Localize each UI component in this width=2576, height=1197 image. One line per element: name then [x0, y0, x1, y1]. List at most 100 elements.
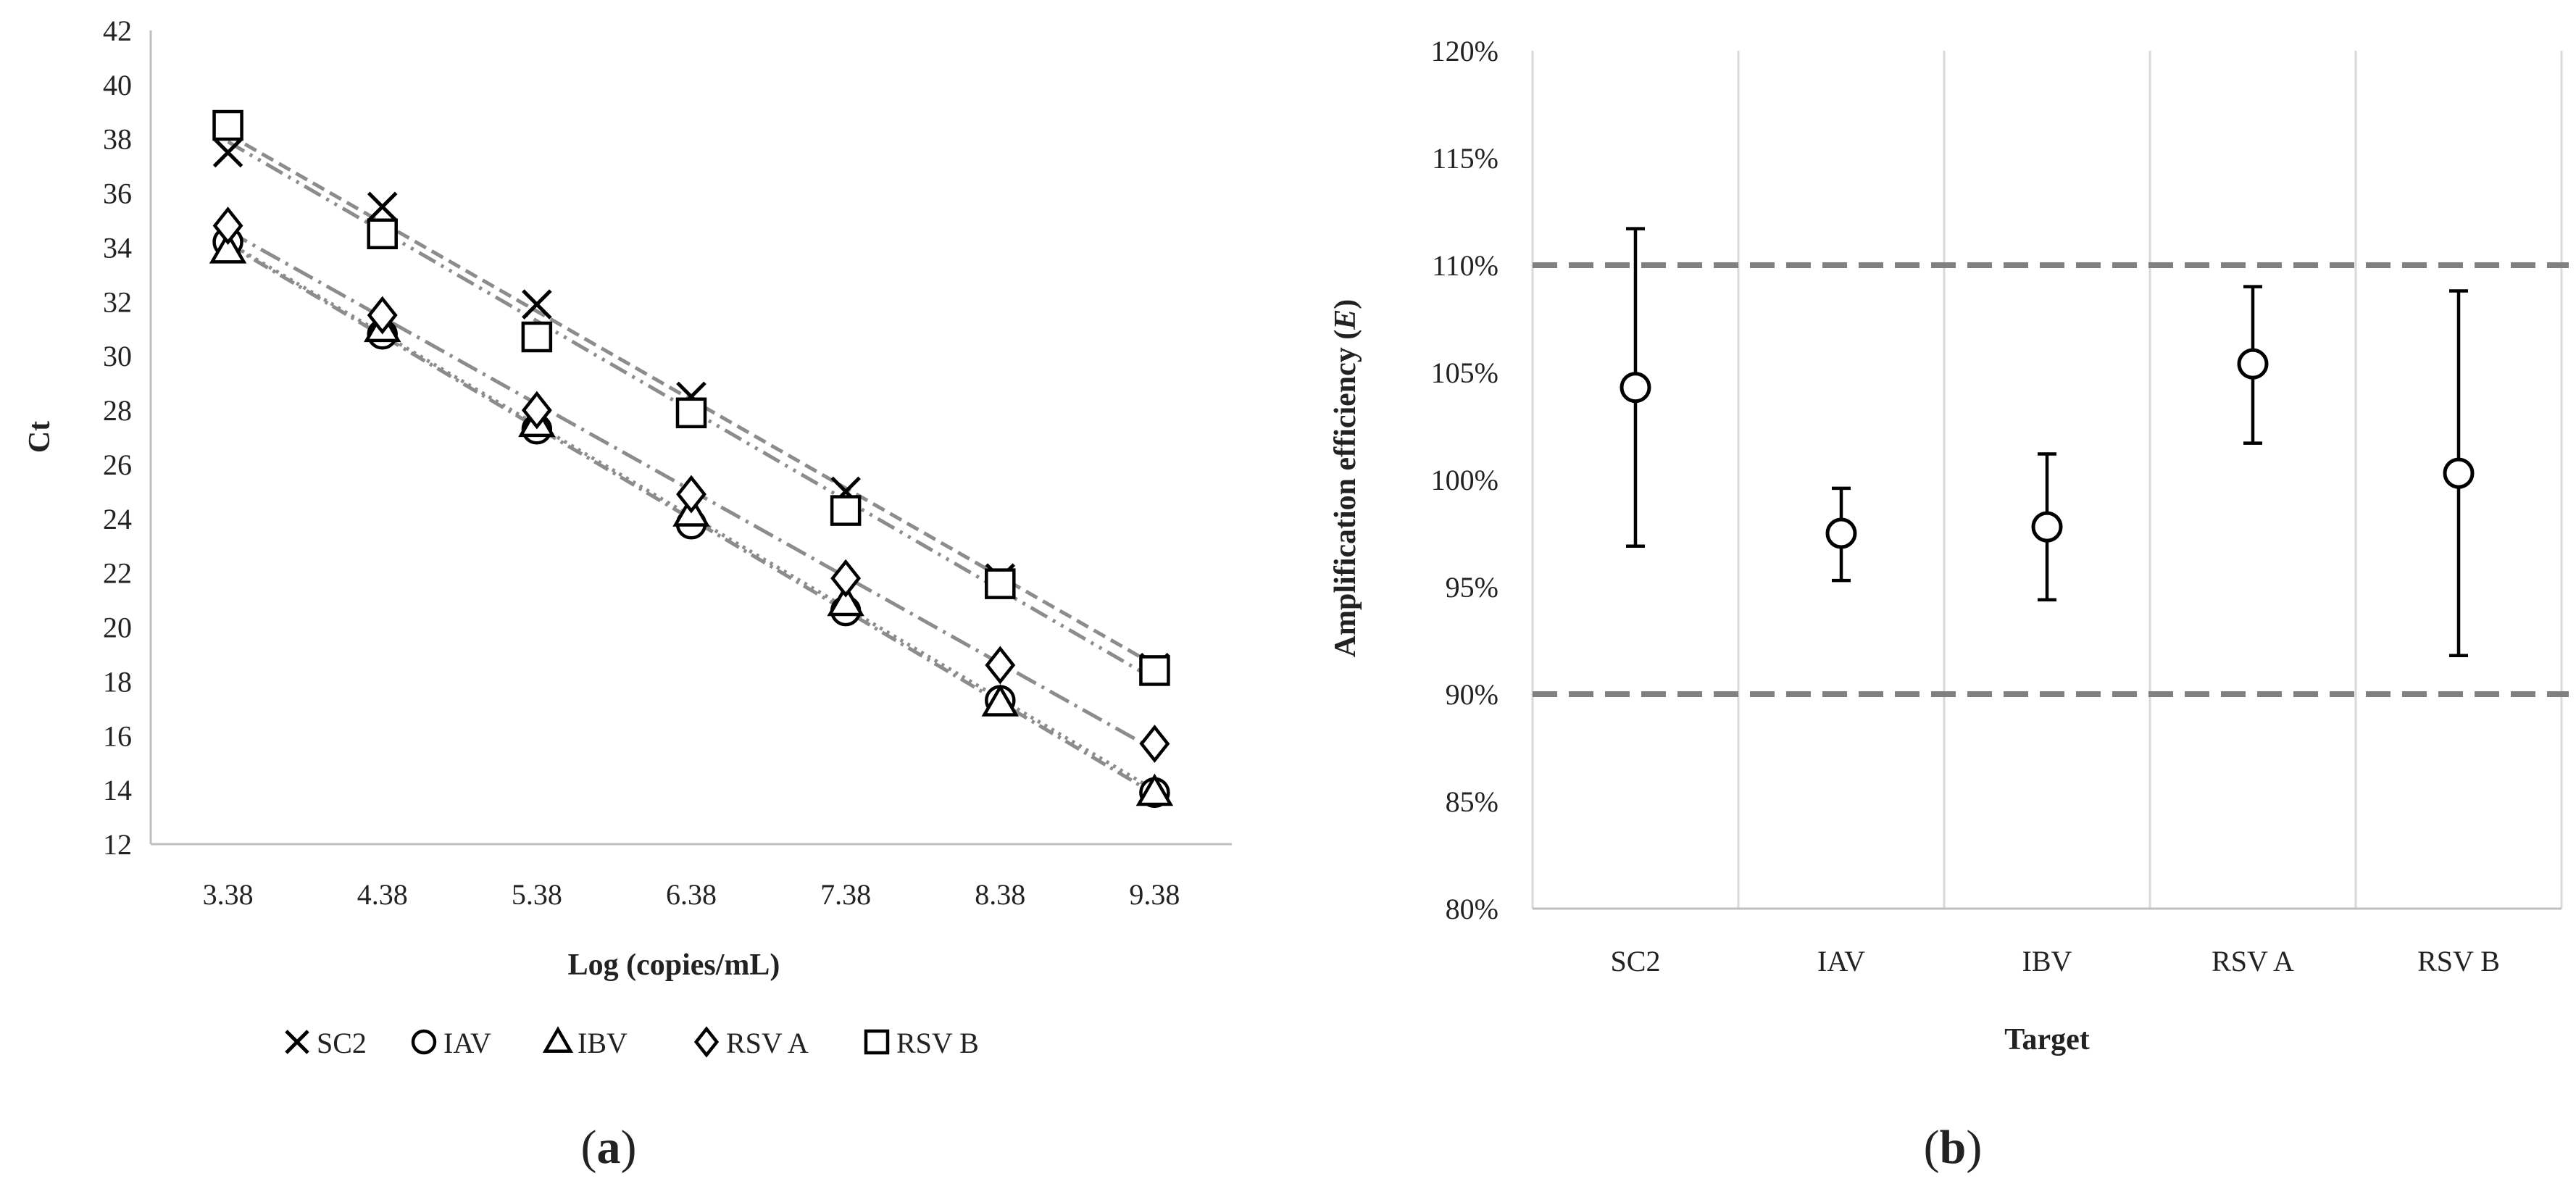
panel-b-marker-rsv-a: [2237, 348, 2269, 380]
panel-a-point-rsv-b-4.38: [367, 218, 398, 249]
panel-a-axes: [149, 30, 1232, 846]
panel-b-y-tick-120: 120%: [1431, 35, 1499, 67]
panel-a-y-tick-labels: 12 14 16 18 20 22 24 26 28 30 32 34 36 38 40 42: [103, 14, 132, 861]
panel-b-x-tick-labels: SC2 IAV IBV RSV A RSV B: [1611, 945, 2500, 977]
legend-label-rsv-b: RSV B: [896, 1027, 979, 1059]
panel-a-y-tick-40: 40: [103, 69, 132, 101]
panel-a-point-rsv-a-5.38: [521, 391, 552, 430]
panel-b-y-tick-90: 90%: [1446, 678, 1499, 711]
panel-b-data-points: [1620, 227, 2475, 657]
panel-a-y-tick-18: 18: [103, 665, 132, 698]
panel-a-trendlines: [227, 133, 1156, 796]
panel-a-y-tick-36: 36: [103, 178, 132, 210]
panel-b-y-tick-105: 105%: [1431, 356, 1499, 389]
legend-marker-sc2-stroke-2: [285, 1030, 309, 1054]
panel-b-y-tick-labels: 80% 85% 90% 95% 100% 105% 110% 115% 120%: [1431, 35, 1499, 925]
panel-b-marker-sc2: [1620, 372, 1651, 404]
panel-b-x-axis-title: Target: [2004, 1023, 2089, 1056]
panel-a-y-tick-14: 14: [103, 774, 132, 806]
legend-label-iav: IAV: [443, 1027, 491, 1059]
panel-b-point-rsv-a: [2237, 285, 2269, 445]
panel-a-point-ibv-3.38: [209, 230, 247, 264]
panel-a-y-tick-24: 24: [103, 503, 132, 535]
panel-b-reference-lines: [1533, 262, 2569, 697]
panel-a-y-axis-title: Ct: [23, 421, 57, 453]
panel-a-point-rsv-b-8.38: [985, 568, 1016, 599]
panel-a-point-sc2-4.38: [367, 191, 398, 222]
panel-b-point-rsv-b: [2443, 289, 2475, 657]
panel-a-x-tick-6.38: 6.38: [666, 878, 717, 911]
panel-a-legend: SC2 IAV IBV RSV A RSV B: [285, 1026, 979, 1059]
panel-b-y-tick-95: 95%: [1446, 571, 1499, 604]
panel-b-y-tick-85: 85%: [1446, 785, 1499, 818]
panel-a-point-rsv-b-3.38: [212, 109, 243, 141]
panel-a-x-axis-title: Log (copies/mL): [568, 948, 780, 982]
panel-b-x-tick-ibv: IBV: [2022, 945, 2072, 977]
panel-b-point-iav: [1825, 486, 1857, 583]
panel-b-grid: [1531, 51, 2563, 910]
panel-a-x-tick-labels: 3.38 4.38 5.38 6.38 7.38 8.38 9.38: [203, 878, 1180, 911]
panel-a-point-rsv-b-5.38: [521, 321, 553, 353]
panel-a-y-tick-30: 30: [103, 340, 132, 372]
panel-b-y-tick-115: 115%: [1432, 142, 1499, 175]
panel-a-y-tick-12: 12: [103, 828, 132, 861]
legend-marker-sc2: [285, 1030, 309, 1054]
panel-a-point-ibv-9.38: [1135, 773, 1174, 806]
panel-a-y-tick-22: 22: [103, 557, 132, 590]
panel-b-x-tick-iav: IAV: [1817, 945, 1865, 977]
panel-a-y-tick-42: 42: [103, 14, 132, 47]
legend-label-sc2: SC2: [317, 1027, 367, 1059]
panel-a-x-tick-9.38: 9.38: [1129, 878, 1180, 911]
panel-a-y-tick-20: 20: [103, 612, 132, 644]
legend-marker-rsv-b: [864, 1029, 890, 1055]
panel-a-point-ibv-7.38: [827, 583, 864, 617]
panel-a-y-tick-32: 32: [103, 285, 132, 318]
legend-marker-ibv: [542, 1026, 574, 1053]
panel-a-y-tick-16: 16: [103, 720, 132, 752]
panel-a-point-rsv-a-4.38: [367, 296, 398, 335]
panel-a-x-tick-5.38: 5.38: [512, 878, 562, 911]
panel-b-marker-ibv: [2031, 511, 2063, 543]
panel-a-point-sc2-4.38-stroke-2: [367, 191, 398, 222]
panel-a-point-rsv-b-6.38: [675, 397, 707, 429]
panel-a-standard-curves: 12 14 16 18 20 22 24 26 28 30 32 34 36 38 40 42 3.38 4.3…: [23, 14, 1232, 1174]
panel-a-y-tick-38: 38: [103, 123, 132, 156]
panel-b-point-ibv: [2031, 452, 2063, 602]
panel-a-x-tick-3.38: 3.38: [203, 878, 254, 911]
panel-b-x-tick-rsv-b: RSV B: [2417, 945, 2500, 977]
panel-a-y-tick-26: 26: [103, 449, 132, 481]
panel-a-x-tick-8.38: 8.38: [975, 878, 1025, 911]
legend-marker-iav: [411, 1029, 437, 1055]
legend-marker-rsv-a: [693, 1026, 720, 1058]
panel-a-point-sc2-5.38: [522, 289, 552, 320]
panel-a-point-rsv-b-7.38: [830, 495, 862, 526]
panel-a-point-rsv-b-9.38: [1139, 655, 1170, 686]
panel-b-y-tick-110: 110%: [1432, 249, 1499, 282]
panel-a-point-ibv-8.38: [981, 683, 1020, 717]
panel-b-marker-iav: [1825, 517, 1857, 549]
panel-b-label: (b): [1924, 1121, 1983, 1174]
panel-a-x-tick-4.38: 4.38: [357, 878, 408, 911]
panel-b-y-tick-80: 80%: [1446, 893, 1499, 925]
panel-b-y-axis-title: Amplification efficiency (E): [1329, 299, 1362, 658]
panel-a-label: (a): [581, 1121, 637, 1174]
panel-a-x-tick-7.38: 7.38: [820, 878, 871, 911]
legend-label-ibv: IBV: [578, 1027, 628, 1059]
panel-b-x-tick-sc2: SC2: [1611, 945, 1661, 977]
panel-a-y-tick-28: 28: [103, 394, 132, 427]
panel-b-point-sc2: [1620, 227, 1651, 549]
panel-a-data-points: [209, 109, 1174, 809]
panel-b-x-tick-rsv-a: RSV A: [2212, 945, 2294, 977]
panel-a-point-rsv-a-6.38: [676, 475, 706, 514]
panel-a-y-tick-34: 34: [103, 231, 132, 264]
panel-a-point-rsv-a-7.38: [830, 559, 862, 598]
panel-a-point-sc2-3.38: [212, 137, 243, 168]
panel-a-point-rsv-a-9.38: [1139, 725, 1170, 763]
panel-b-amplification-efficiency: 80% 85% 90% 95% 100% 105% 110% 115% 120% SC2 IAV I…: [1329, 35, 2569, 1174]
panel-b-marker-rsv-b: [2443, 457, 2475, 489]
panel-b-y-tick-100: 100%: [1431, 464, 1499, 496]
panel-a-point-sc2-5.38-stroke-2: [522, 289, 552, 320]
panel-a-point-sc2-3.38-stroke-2: [212, 137, 243, 168]
legend-label-rsv-a: RSV A: [726, 1027, 809, 1059]
